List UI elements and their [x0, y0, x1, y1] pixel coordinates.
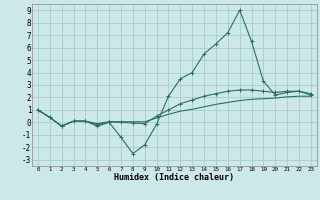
X-axis label: Humidex (Indice chaleur): Humidex (Indice chaleur)	[115, 173, 234, 182]
